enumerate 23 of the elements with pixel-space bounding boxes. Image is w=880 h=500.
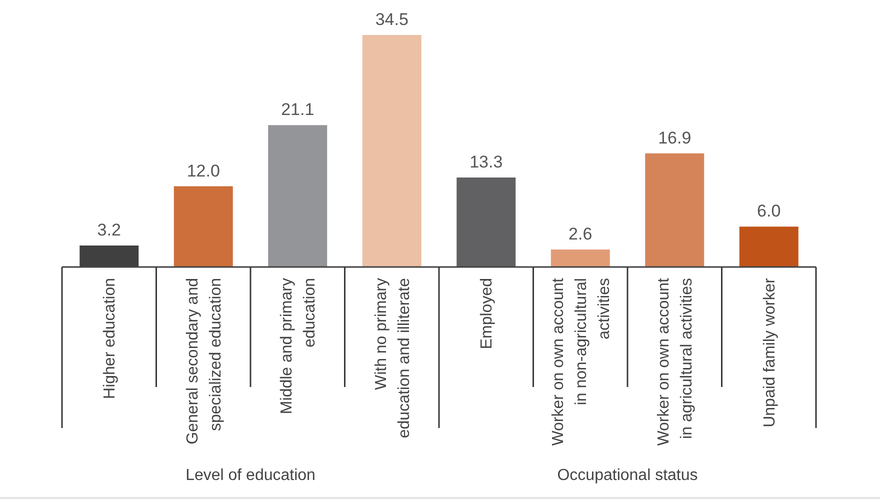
x-tick-label: Employed xyxy=(478,278,496,350)
data-label: 21.1 xyxy=(281,100,314,120)
bar xyxy=(268,125,328,267)
data-label: 3.2 xyxy=(97,220,121,240)
data-label: 13.3 xyxy=(470,152,503,172)
data-label: 6.0 xyxy=(757,202,781,221)
data-label: 34.5 xyxy=(375,10,408,29)
bar xyxy=(174,186,233,267)
x-tick-label: Middle and primary education xyxy=(278,278,319,414)
bar xyxy=(362,35,422,267)
text: Occupational status xyxy=(556,466,699,486)
data-label: 12.0 xyxy=(186,161,220,180)
data-label: 2.6 xyxy=(568,224,592,244)
x-tick-label: Unpaid family worker xyxy=(761,277,778,428)
x-tick-label: Worker on own account in non-agricultural activities xyxy=(550,277,613,446)
x-tick-label: General secondary and specialized education xyxy=(184,278,224,444)
data-label: 16.9 xyxy=(658,128,692,148)
text: Level of education xyxy=(184,466,316,486)
bar xyxy=(739,226,798,267)
bar xyxy=(456,178,516,267)
bar xyxy=(550,250,610,267)
x-tick-label: Higher education xyxy=(102,278,119,399)
bar xyxy=(645,153,704,267)
